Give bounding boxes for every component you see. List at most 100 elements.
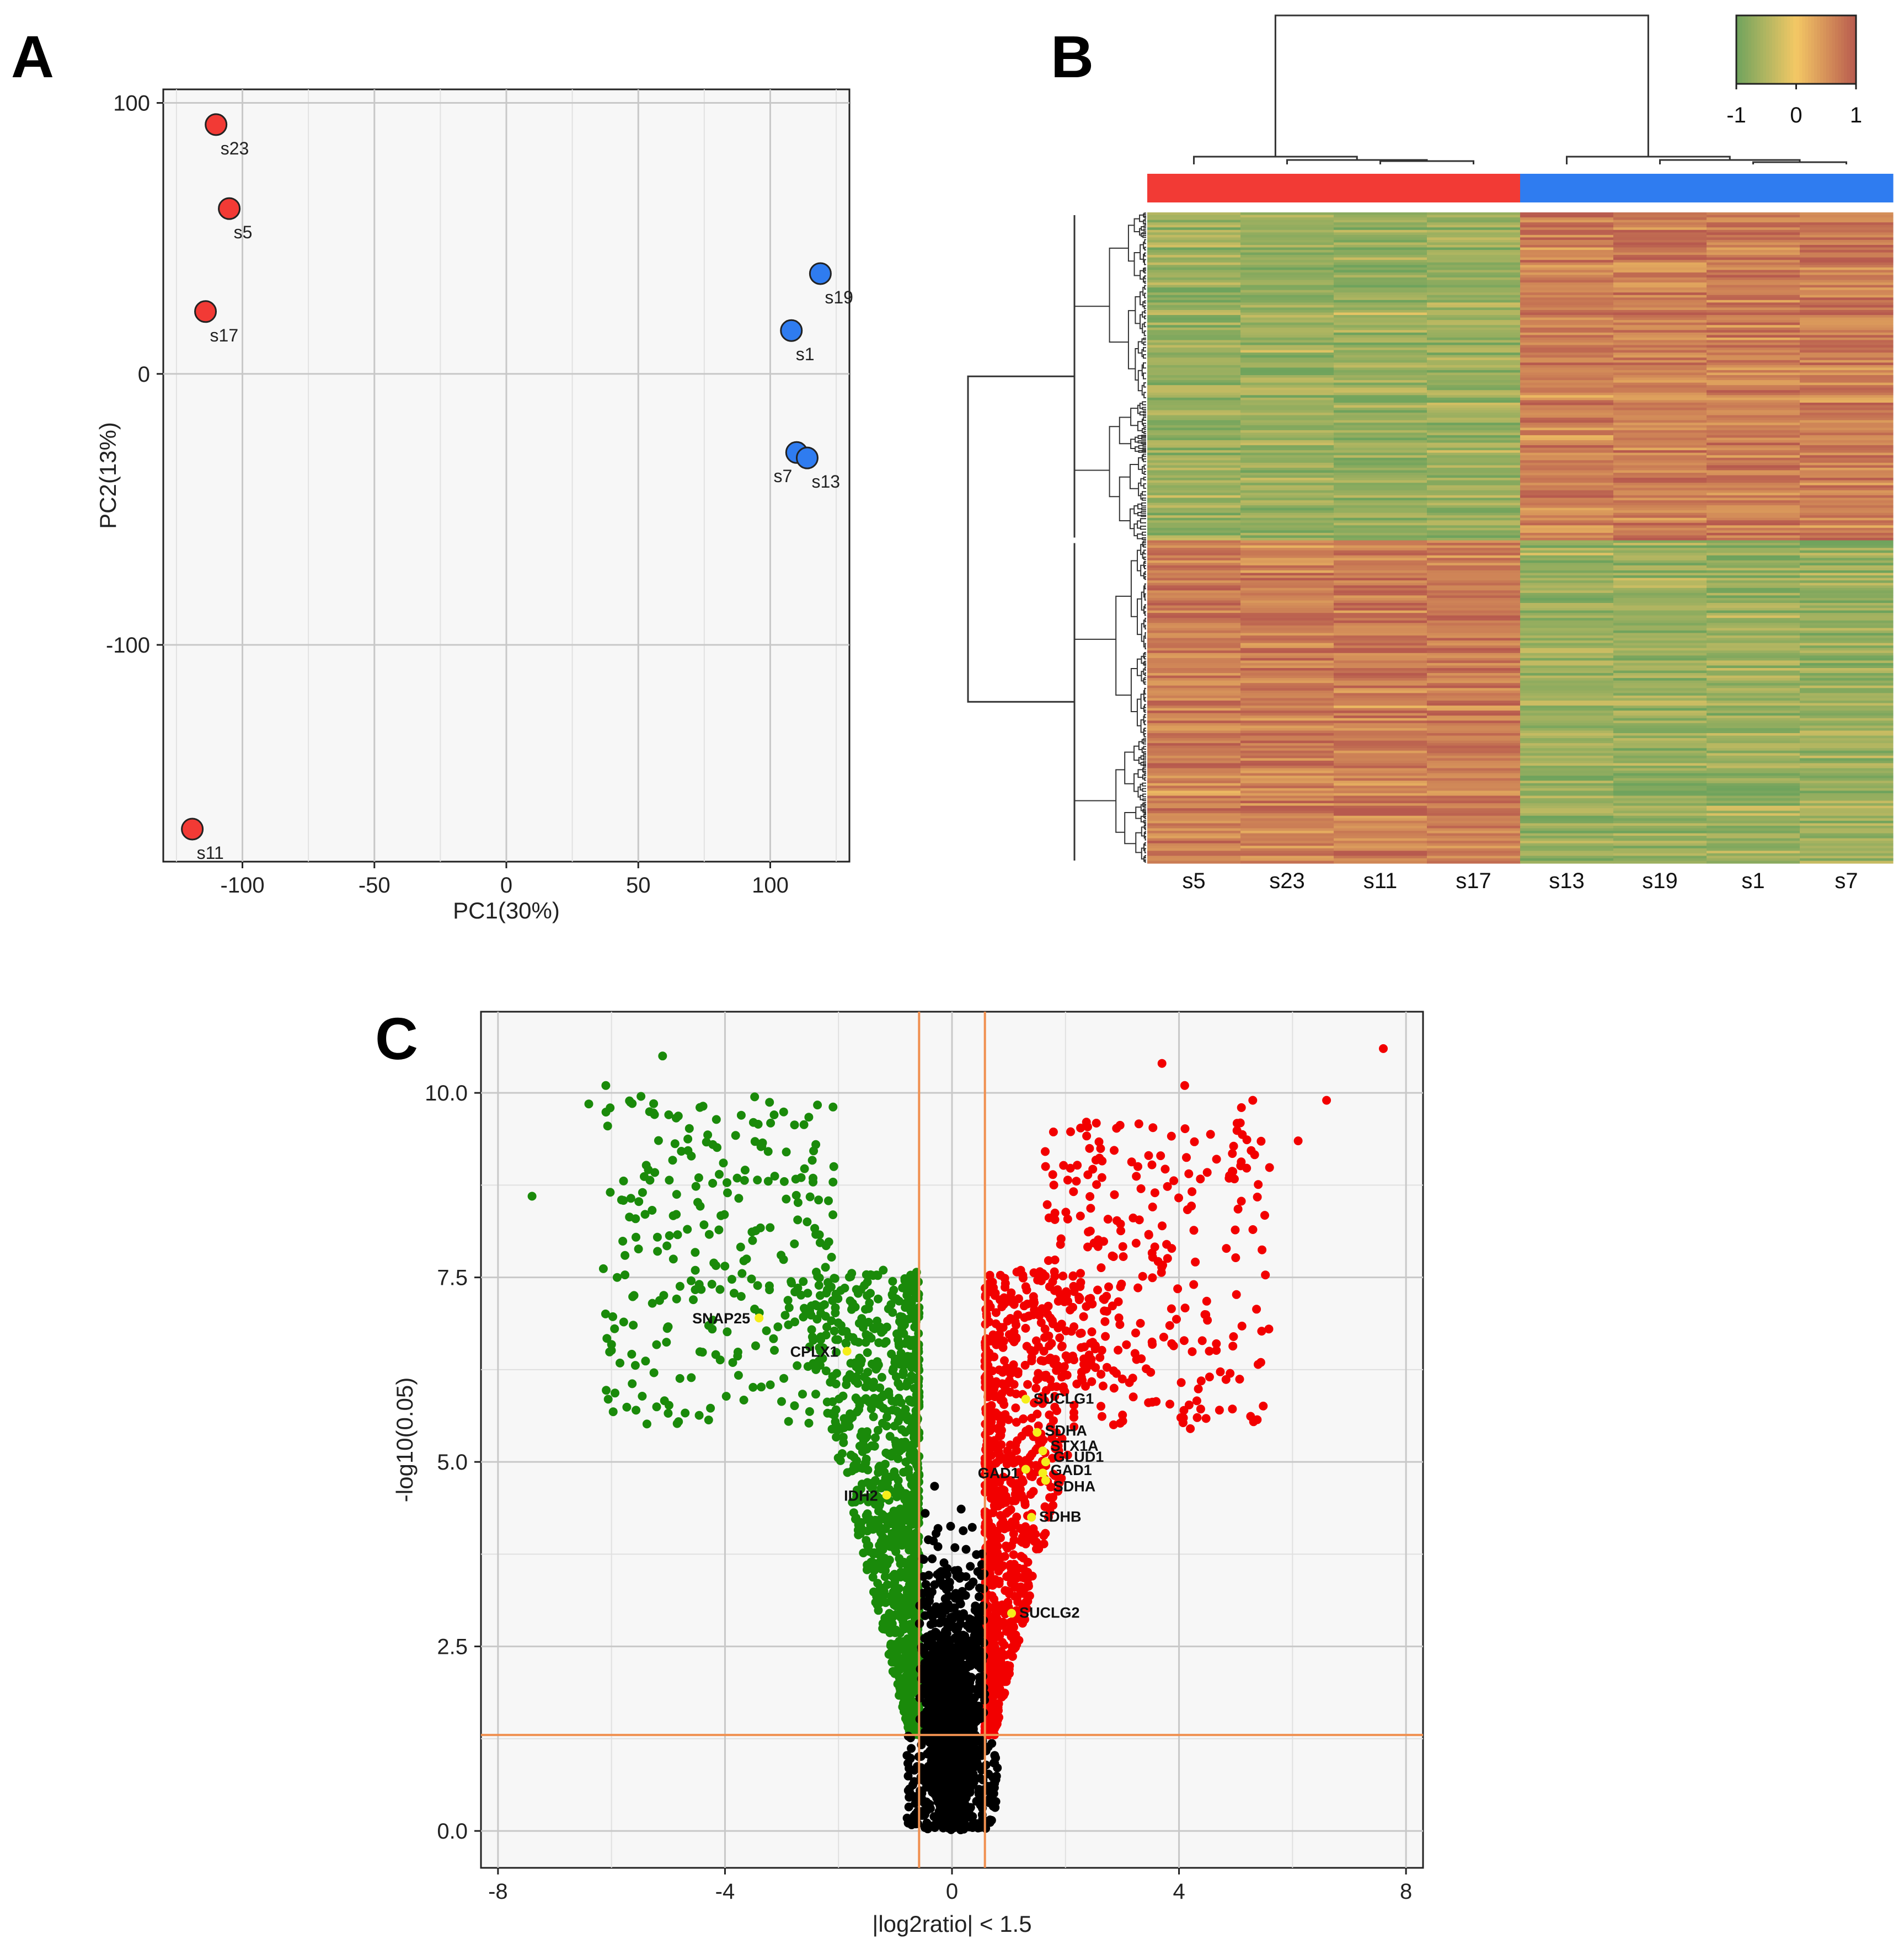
heatmap-cell <box>1707 730 1800 734</box>
heatmap-cell <box>1520 597 1614 601</box>
legend-swatch <box>1832 15 1836 84</box>
row-dendrogram-link <box>1140 478 1144 487</box>
heatmap-cell <box>1707 745 1800 749</box>
heatmap-cell <box>1147 628 1241 631</box>
heatmap-cell <box>1800 788 1894 791</box>
heatmap-cell <box>1240 330 1334 333</box>
row-dendrogram-link <box>1140 815 1144 822</box>
heatmap-cell <box>1334 420 1427 423</box>
heatmap-cell <box>1334 220 1427 223</box>
heatmap-cell <box>1520 322 1614 325</box>
heatmap-cell <box>1800 720 1894 724</box>
heatmap-cell <box>1613 310 1707 313</box>
row-dendrogram-link <box>1144 643 1146 650</box>
heatmap-cell <box>1147 435 1241 439</box>
heatmap-cell <box>1334 768 1427 771</box>
heatmap-cell <box>1334 595 1427 599</box>
heatmap-cell <box>1800 680 1894 683</box>
heatmap-cell <box>1800 250 1894 253</box>
heatmap-cell <box>1613 257 1707 260</box>
row-dendrogram-link <box>1130 439 1136 450</box>
row-dendrogram-link <box>1135 296 1141 324</box>
heatmap-cell <box>1613 478 1707 481</box>
heatmap-cell <box>1613 670 1707 674</box>
heatmap-cell <box>1707 781 1800 784</box>
heatmap-cell <box>1427 340 1521 343</box>
heatmap-cell <box>1707 786 1800 789</box>
heatmap-cell <box>1613 503 1707 506</box>
heatmap-cell <box>1334 257 1427 260</box>
heatmap-cell <box>1520 565 1614 569</box>
heatmap-cell <box>1613 232 1707 236</box>
heatmap-cell <box>1707 693 1800 696</box>
heatmap-cell <box>1427 495 1521 498</box>
heatmap-cell <box>1240 390 1334 393</box>
heatmap-cell <box>1334 858 1427 862</box>
heatmap-cell <box>1334 820 1427 824</box>
heatmap-cell <box>1334 640 1427 644</box>
heatmap-cell <box>1707 265 1800 268</box>
heatmap-cell <box>1707 390 1800 393</box>
heatmap-cell <box>1240 229 1334 233</box>
heatmap-cell <box>1613 372 1707 376</box>
heatmap-cell <box>1707 688 1800 691</box>
heatmap-cell <box>1334 415 1427 418</box>
row-dendrogram-link <box>1142 287 1145 296</box>
heatmap-cell <box>1147 587 1241 591</box>
row-dendrogram-link <box>1143 241 1145 249</box>
heatmap-cell <box>1334 229 1427 233</box>
heatmap-cell <box>1427 841 1521 844</box>
heatmap-cell <box>1334 327 1427 330</box>
heatmap-cell <box>1613 272 1707 276</box>
heatmap-cell <box>1520 440 1614 444</box>
heatmap-cell <box>1427 728 1521 731</box>
heatmap-cell <box>1800 365 1894 368</box>
heatmap-cell <box>1707 820 1800 824</box>
heatmap-cell <box>1427 295 1521 298</box>
heatmap-cell <box>1147 735 1241 739</box>
heatmap-cell <box>1427 312 1521 316</box>
heatmap-cell <box>1800 450 1894 453</box>
heatmap-cell <box>1427 587 1521 591</box>
heatmap-cell <box>1613 483 1707 486</box>
heatmap-cell <box>1427 675 1521 679</box>
heatmap-cell <box>1240 265 1334 268</box>
heatmap-cell <box>1613 675 1707 679</box>
column-dendrogram-link <box>1379 160 1474 164</box>
heatmap-cell <box>1520 343 1614 346</box>
heatmap-cell <box>1334 287 1427 291</box>
heatmap-cell <box>1707 695 1800 699</box>
heatmap-cell <box>1240 808 1334 811</box>
heatmap-cell <box>1520 512 1614 516</box>
volcano-gene-label: CPLX1 <box>790 1343 838 1360</box>
heatmap-cell <box>1427 668 1521 671</box>
heatmap-cell <box>1707 415 1800 418</box>
volcano-y-tick-label: 0.0 <box>437 1819 468 1844</box>
heatmap-cell <box>1707 335 1800 338</box>
heatmap-cell <box>1613 608 1707 611</box>
heatmap-cell <box>1427 428 1521 431</box>
heatmap-cell <box>1800 272 1894 276</box>
heatmap-cell <box>1240 452 1334 456</box>
heatmap-cell <box>1334 292 1427 296</box>
heatmap-cell <box>1240 738 1334 741</box>
heatmap-cell <box>1613 315 1707 318</box>
heatmap-cell <box>1147 540 1241 543</box>
heatmap-cell <box>1520 861 1614 864</box>
heatmap-cell <box>1520 773 1614 776</box>
heatmap-cell <box>1613 603 1707 606</box>
heatmap-cell <box>1800 643 1894 646</box>
heatmap-cell <box>1240 745 1334 749</box>
row-dendrogram-link <box>1143 354 1145 359</box>
heatmap-cell <box>1334 758 1427 761</box>
heatmap-cell <box>1427 635 1521 639</box>
heatmap-cell <box>1613 320 1707 323</box>
heatmap-cell <box>1613 418 1707 421</box>
heatmap-cell <box>1240 405 1334 408</box>
heatmap-cell <box>1520 693 1614 696</box>
heatmap-cell <box>1613 330 1707 333</box>
row-dendrogram-link <box>1143 300 1146 304</box>
heatmap-cell <box>1147 753 1241 756</box>
legend-swatch <box>1760 15 1764 84</box>
heatmap-cell <box>1427 808 1521 811</box>
